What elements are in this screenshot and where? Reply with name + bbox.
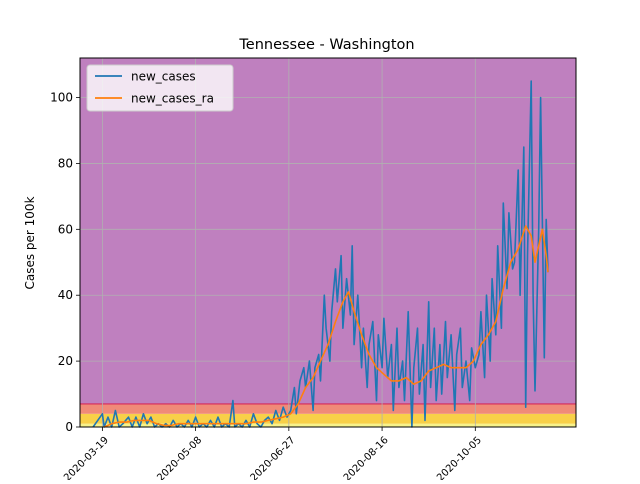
series-line-new_cases_ra xyxy=(103,225,549,428)
chart-title: Tennessee - Washington xyxy=(238,37,414,53)
y-tick-label-5: 100 xyxy=(50,91,73,105)
legend-label-new_cases: new_cases xyxy=(131,70,196,84)
legend: new_cases new_cases_ra xyxy=(86,64,234,112)
y-axis-label: Cases per 100k xyxy=(23,196,37,289)
band-1 xyxy=(80,413,576,424)
y-tick-label-0: 0 xyxy=(65,420,73,434)
y-tick-label-4: 80 xyxy=(58,156,73,170)
series-line-new_cases xyxy=(92,80,549,428)
band-2 xyxy=(80,403,576,414)
x-tick-label-4: 2020-10-05 xyxy=(435,435,484,480)
x-tick-label-1: 2020-05-08 xyxy=(155,435,204,480)
plot-frame xyxy=(79,57,577,428)
y-axis-ticks: 0 20 40 60 80 100 xyxy=(50,91,80,434)
legend-box xyxy=(86,64,234,112)
y-tick-label-3: 60 xyxy=(58,222,73,236)
y-tick-label-1: 20 xyxy=(58,354,73,368)
risk-bands xyxy=(80,58,576,427)
band-0 xyxy=(80,423,576,427)
legend-label-new_cases_ra: new_cases_ra xyxy=(131,92,214,106)
y-tick-label-2: 40 xyxy=(58,288,73,302)
x-tick-label-0: 2020-03-19 xyxy=(62,435,111,480)
series-lines xyxy=(92,80,549,428)
x-tick-label-3: 2020-08-16 xyxy=(342,435,391,480)
x-axis-ticks: 2020-03-19 2020-05-08 2020-06-27 2020-08-16… xyxy=(62,427,484,484)
x-tick-label-2: 2020-06-27 xyxy=(249,435,298,480)
